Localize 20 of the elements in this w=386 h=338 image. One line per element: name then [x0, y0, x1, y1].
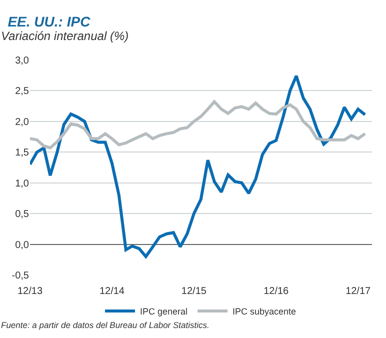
x-tick-label: 12/14: [99, 286, 125, 297]
y-tick-label: 3,0: [15, 56, 30, 66]
y-tick-label: 1,0: [15, 178, 30, 190]
line-series: [30, 74, 367, 258]
y-tick-label: 2,0: [15, 116, 30, 128]
y-tick-label: 1,5: [15, 148, 30, 159]
y-tick-label: 0,5: [15, 209, 30, 220]
x-tick-label: 12/13: [17, 286, 43, 297]
chart-subtitle: Variación interanual (%): [1, 29, 129, 43]
y-tick-label: 0,0: [15, 240, 30, 251]
source-note: Fuente: a partir de datos del Bureau of Labor Statistics.: [1, 320, 210, 330]
x-tick-label: 12/16: [264, 286, 290, 297]
line-series: [30, 100, 367, 150]
legend-label: IPC subyacente: [232, 306, 296, 317]
legend-label: IPC general: [140, 306, 188, 317]
x-tick-label: 12/17: [346, 286, 372, 297]
chart-title: EE. UU.: IPC: [8, 14, 92, 30]
x-tick-label: 12/15: [181, 286, 207, 297]
y-tick-label: -0,5: [12, 270, 30, 282]
y-tick-label: 2,5: [15, 86, 30, 98]
